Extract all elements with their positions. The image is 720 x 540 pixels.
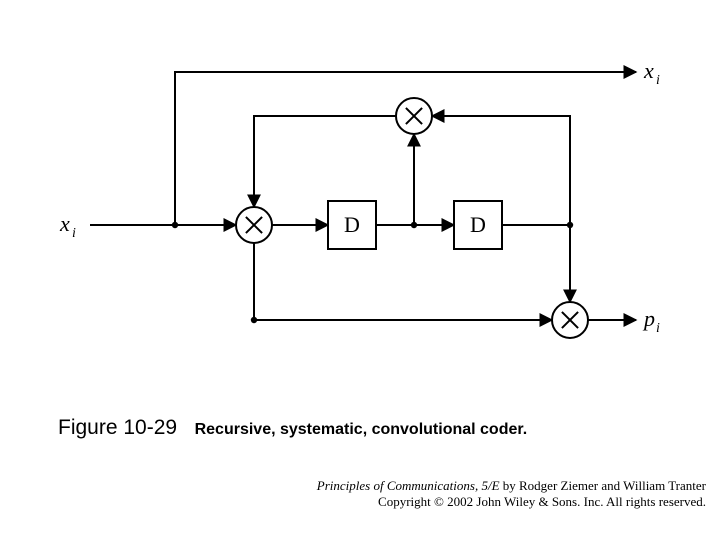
book-title: Principles of Communications, 5/E <box>317 478 500 493</box>
svg-text:x: x <box>643 58 654 83</box>
svg-text:i: i <box>72 226 76 241</box>
svg-text:D: D <box>470 212 486 237</box>
svg-text:i: i <box>656 73 660 88</box>
svg-text:p: p <box>642 306 655 331</box>
svg-text:x: x <box>59 211 70 236</box>
footer-credits: Principles of Communications, 5/E by Rod… <box>317 478 706 511</box>
book-authors: by Rodger Ziemer and William Tranter <box>500 478 706 493</box>
svg-text:i: i <box>656 321 660 336</box>
figure-text: Recursive, systematic, convolutional cod… <box>195 421 528 438</box>
figure-number: Figure 10-29 <box>58 416 177 439</box>
rsc-coder-diagram: DDxixipi <box>0 0 720 400</box>
svg-text:D: D <box>344 212 360 237</box>
figure-caption: Figure 10-29 Recursive, systematic, conv… <box>58 416 527 440</box>
copyright-line: Copyright © 2002 John Wiley & Sons. Inc.… <box>317 494 706 510</box>
